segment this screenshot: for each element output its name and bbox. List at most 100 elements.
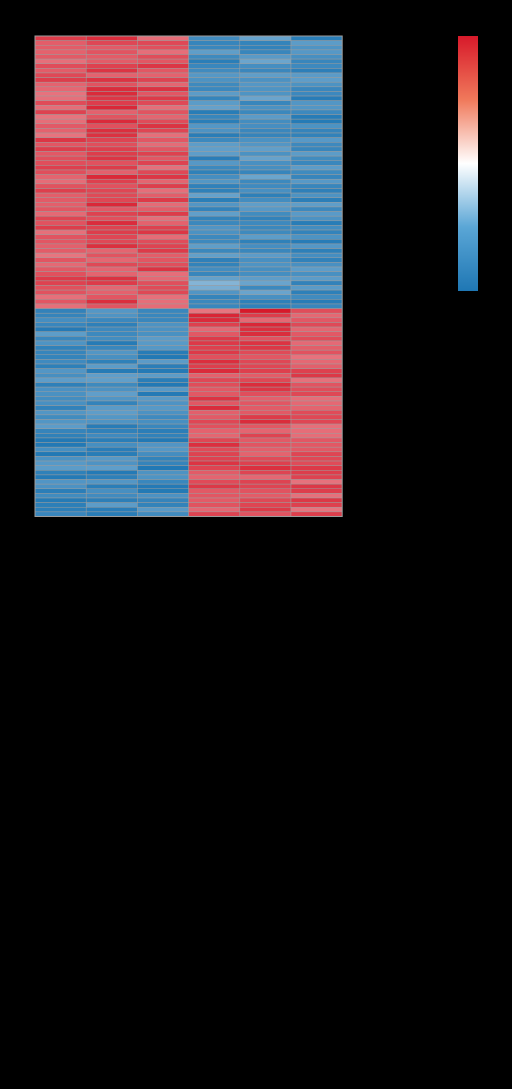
heatmap-cell [290,174,343,180]
heatmap-cell [85,248,138,254]
heatmap-cell [137,35,189,41]
heatmap-cell [188,409,241,416]
heatmap-cell [85,363,138,369]
heatmap-cell [137,299,189,305]
heatmap-cell [239,105,292,111]
heatmap-cell [137,215,189,222]
heatmap-cell [85,123,138,129]
heatmap-cell [188,294,241,300]
heatmap-cell [85,479,138,485]
heatmap-cell [290,423,343,429]
heatmap-cell [85,63,138,69]
heatmap-cell [85,377,138,383]
heatmap-cell [137,502,189,508]
heatmap-cell [290,373,343,379]
heatmap-cell [85,460,138,466]
heatmap-cell [137,511,189,517]
heatmap-cell [290,280,343,286]
heatmap-cell [137,483,189,490]
heatmap-cell [137,252,189,259]
heatmap-cell [188,211,241,217]
heatmap-cell [290,86,343,92]
heatmap-cell [85,289,138,295]
heatmap-cell [290,396,343,402]
heatmap-cell [137,317,189,323]
heatmap-cell [290,211,343,217]
heatmap-cell [188,382,241,388]
heatmap-cell [188,386,241,392]
heatmap-cell [290,349,343,356]
heatmap-cell [239,54,292,60]
heatmap-cell [239,257,292,263]
heatmap-cell [85,294,138,300]
heatmap-cell [239,294,292,300]
heatmap-cell [85,91,138,97]
heatmap-cell [34,132,87,138]
heatmap-cell [137,363,189,369]
heatmap-cell [239,40,292,46]
heatmap-cell [239,165,292,171]
heatmap-cell [239,100,292,106]
heatmap-cell [137,396,189,402]
heatmap-cell [239,58,292,64]
heatmap-cell [137,114,189,120]
heatmap-cell [290,285,343,291]
heatmap-cell [137,308,189,314]
heatmap-cell [137,178,189,185]
heatmap-cell [137,257,189,263]
heatmap-cell [290,312,343,319]
heatmap-cell [239,437,292,443]
heatmap-cell [137,40,189,46]
heatmap-cell [85,275,138,282]
heatmap-cell [290,252,343,259]
heatmap-cell [290,437,343,443]
heatmap-cell [188,377,241,383]
heatmap-cell [188,91,241,97]
heatmap-cell [188,49,241,55]
heatmap-cell [137,303,189,309]
heatmap-cell [85,322,138,328]
heatmap-cell [239,271,292,277]
heatmap-cell [34,54,87,60]
heatmap-cell [137,225,189,231]
heatmap-cell [290,165,343,171]
heatmap-cell [137,266,189,272]
heatmap-cell [137,331,189,337]
heatmap-cell [290,382,343,388]
heatmap-cell [85,146,138,152]
heatmap-cell [239,280,292,286]
heatmap-cell [188,169,241,175]
heatmap-cell [290,239,343,245]
heatmap-cell [85,456,138,462]
heatmap-cell [239,202,292,208]
heatmap-cell [239,266,292,272]
heatmap-cell [85,497,138,503]
heatmap-cell [239,322,292,328]
heatmap-cell [34,275,87,282]
heatmap-cell [137,442,189,448]
heatmap-cell [290,336,343,342]
heatmap-cell [290,44,343,51]
heatmap-cell [239,331,292,337]
heatmap-cell [137,63,189,69]
heatmap-cell [34,280,87,286]
heatmap-cell [85,396,138,402]
heatmap-cell [85,234,138,240]
heatmap-cell [137,312,189,319]
heatmap-cell [137,405,189,411]
heatmap-cell [290,322,343,328]
heatmap-cell [290,229,343,235]
heatmap-cell [85,428,138,434]
heatmap-cell [34,271,87,277]
heatmap-cell [188,160,241,166]
heatmap-cell [290,160,343,166]
heatmap-cell [239,137,292,143]
heatmap-cell [188,437,241,443]
heatmap-cell [34,63,87,69]
heatmap-cell [137,289,189,295]
heatmap-cell [137,211,189,217]
heatmap-cell [239,229,292,235]
heatmap-cell [137,128,189,134]
heatmap-cell [290,202,343,208]
